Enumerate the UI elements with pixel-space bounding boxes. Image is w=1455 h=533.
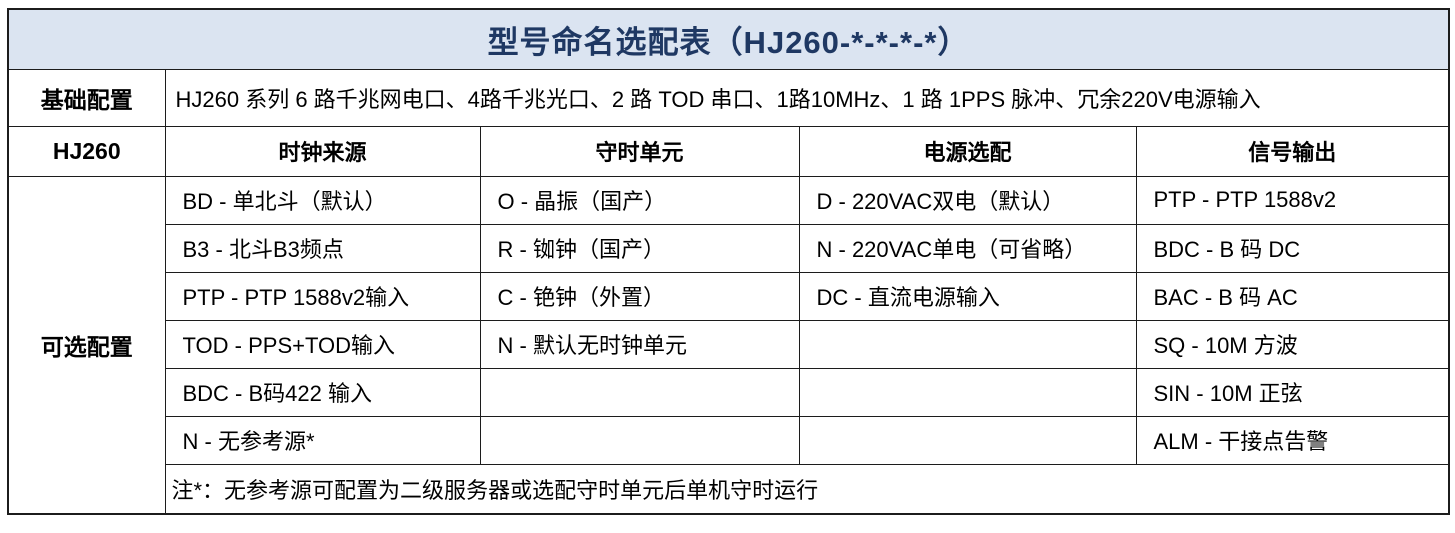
column-header-clock-source: 时钟来源 [164,125,481,177]
option-row: 可选配置 BD - 单北斗（默认） O - 晶振（国产） D - 220VAC双… [7,175,1450,515]
column-header-power-option: 电源选配 [798,125,1137,177]
option-row: BDC - B码422 输入 SIN - 10M 正弦 [8,367,1450,417]
option-cell-power-option: N - 220VAC单电（可省略） [798,223,1137,273]
footnote: 注*：无参考源可配置为二级服务器或选配守时单元后单机守时运行 [164,463,1450,515]
base-config-description: HJ260 系列 6 路千兆网电口、4路千兆光口、2 路 TOD 串口、1路10… [164,68,1450,127]
option-cell-clock-source: BDC - B码422 输入 [164,367,481,417]
option-cell-clock-source: B3 - 北斗B3频点 [164,223,481,273]
option-cell-holdover-unit: N - 默认无时钟单元 [479,319,800,369]
option-cell-holdover-unit [479,415,800,465]
option-cell-holdover-unit [479,367,800,417]
option-cell-clock-source: N - 无参考源* [164,415,481,465]
optional-config-label: 可选配置 [7,175,166,515]
option-cell-clock-source: BD - 单北斗（默认） [164,175,481,225]
option-row: TOD - PPS+TOD输入 N - 默认无时钟单元 SQ - 10M 方波 [8,319,1450,369]
base-config-label: 基础配置 [7,68,166,127]
model-naming-option-table: 型号命名选配表（HJ260-*-*-*-*） 基础配置 HJ260 系列 6 路… [7,8,1451,515]
option-cell-holdover-unit: C - 铯钟（外置） [479,271,800,321]
model-name-cell: HJ260 [7,125,166,177]
option-row: PTP - PTP 1588v2输入 C - 铯钟（外置） DC - 直流电源输… [8,271,1450,321]
option-row: N - 无参考源* ALM - 干接点告警 [8,415,1450,465]
column-header-holdover-unit: 守时单元 [479,125,800,177]
option-cell-signal-output: ALM - 干接点告警 [1135,415,1450,465]
option-cell-holdover-unit: R - 铷钟（国产） [479,223,800,273]
option-cell-power-option [798,367,1137,417]
table-title: 型号命名选配表（HJ260-*-*-*-*） [7,8,1450,70]
option-cell-signal-output: SIN - 10M 正弦 [1135,367,1450,417]
option-cell-power-option [798,415,1137,465]
option-cell-signal-output: BDC - B 码 DC [1135,223,1450,273]
note-row: 注*：无参考源可配置为二级服务器或选配守时单元后单机守时运行 [8,463,1450,515]
column-header-signal-output: 信号输出 [1135,125,1450,177]
option-row: B3 - 北斗B3频点 R - 铷钟（国产） N - 220VAC单电（可省略）… [8,223,1450,273]
option-cell-power-option: D - 220VAC双电（默认） [798,175,1137,225]
option-cell-signal-output: BAC - B 码 AC [1135,271,1450,321]
option-cell-clock-source: TOD - PPS+TOD输入 [164,319,481,369]
option-cell-clock-source: PTP - PTP 1588v2输入 [164,271,481,321]
option-cell-power-option: DC - 直流电源输入 [798,271,1137,321]
option-cell-power-option [798,319,1137,369]
option-cell-holdover-unit: O - 晶振（国产） [479,175,800,225]
option-cell-signal-output: PTP - PTP 1588v2 [1135,175,1450,225]
option-cell-signal-output: SQ - 10M 方波 [1135,319,1450,369]
